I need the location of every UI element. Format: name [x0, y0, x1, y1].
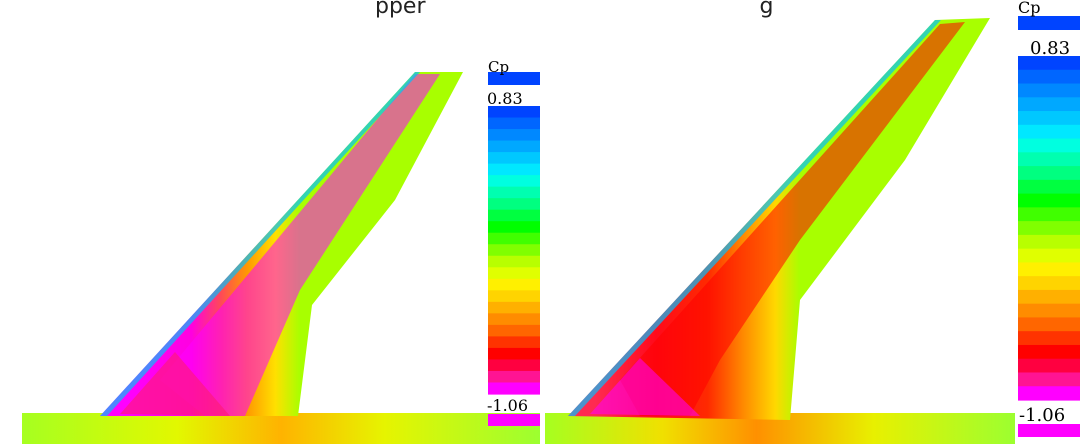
right-colorbar-band	[1018, 124, 1080, 140]
right-colorbar-band	[1018, 179, 1080, 195]
right-colorbar-band	[1018, 372, 1080, 387]
left-colorbar-band	[488, 232, 540, 245]
left-wing-outboard-band	[160, 74, 440, 416]
left-colorbar-band	[488, 313, 540, 326]
right-colorbar-band	[1018, 138, 1080, 153]
right-colorbar-band	[1018, 207, 1080, 222]
right-colorbar-band	[1018, 317, 1080, 332]
right-colorbar-bottom-cap	[1018, 424, 1080, 437]
right-colorbar-band	[1018, 386, 1080, 401]
right-colorbar-band	[1018, 166, 1080, 181]
left-colorbar-band	[488, 324, 540, 337]
left-colorbar-band	[488, 163, 540, 176]
right-colorbar-band	[1018, 262, 1080, 277]
right-colorbar-band	[1018, 221, 1080, 236]
left-colorbar-band	[488, 175, 540, 188]
left-colorbar	[488, 72, 540, 426]
caption-fragment: pper	[375, 0, 426, 19]
left-colorbar-band	[488, 198, 540, 211]
left-panel	[22, 72, 540, 444]
caption-fragment-2: g	[759, 0, 774, 19]
left-colorbar-band	[488, 290, 540, 303]
left-colorbar-min-label: -1.06	[487, 396, 528, 415]
right-panel	[545, 18, 1015, 444]
right-colorbar-band	[1018, 248, 1080, 263]
left-colorbar-band	[488, 209, 540, 222]
right-root-peak	[590, 358, 700, 416]
right-colorbar-title: Cp	[1018, 0, 1040, 17]
left-colorbar-band	[488, 255, 540, 268]
left-colorbar-band	[488, 106, 540, 119]
right-colorbar-band	[1018, 234, 1080, 250]
left-root-peak	[120, 352, 230, 416]
left-colorbar-band	[488, 129, 540, 142]
left-colorbar-band	[488, 186, 540, 199]
left-colorbar-top-cap	[488, 72, 540, 85]
right-colorbar-max-label: 0.83	[1030, 38, 1070, 59]
right-colorbar-top-cap	[1018, 16, 1080, 30]
left-colorbar-band	[488, 244, 540, 257]
right-colorbar-band	[1018, 303, 1080, 319]
left-leading-edge-strip	[100, 72, 420, 416]
left-colorbar-band	[488, 336, 540, 349]
right-colorbar-band	[1018, 331, 1080, 346]
right-colorbar-band	[1018, 83, 1080, 98]
right-colorbar-band	[1018, 56, 1080, 71]
left-colorbar-band	[488, 370, 540, 384]
left-colorbar-band	[488, 301, 540, 314]
left-colorbar-band	[488, 152, 540, 165]
right-leading-edge-strip	[568, 20, 941, 416]
left-root-surface	[22, 413, 540, 444]
right-colorbar-band	[1018, 69, 1080, 85]
left-colorbar-max-label: 0.83	[487, 89, 523, 108]
right-colorbar-band	[1018, 358, 1080, 374]
left-colorbar-band	[488, 117, 540, 130]
left-colorbar-bottom-cap	[488, 414, 540, 426]
left-colorbar-title: Cp	[488, 58, 509, 76]
right-colorbar-band	[1018, 289, 1080, 305]
right-colorbar-band	[1018, 276, 1080, 291]
left-colorbar-band	[488, 347, 540, 361]
figure-caption-cropped: pper g	[375, 0, 995, 20]
right-wing-red-band	[620, 22, 965, 416]
right-colorbar-band	[1018, 344, 1080, 360]
left-colorbar-band	[488, 278, 540, 291]
right-colorbar-min-label: -1.06	[1019, 405, 1065, 426]
right-colorbar-band	[1018, 193, 1080, 208]
right-colorbar-band	[1018, 152, 1080, 167]
right-colorbar	[1018, 16, 1080, 437]
right-colorbar-band	[1018, 111, 1080, 126]
right-colorbar-band	[1018, 97, 1080, 112]
left-colorbar-band	[488, 221, 540, 234]
left-colorbar-band	[488, 359, 540, 372]
left-colorbar-band	[488, 382, 540, 395]
left-colorbar-band	[488, 267, 540, 280]
left-colorbar-band	[488, 140, 540, 153]
